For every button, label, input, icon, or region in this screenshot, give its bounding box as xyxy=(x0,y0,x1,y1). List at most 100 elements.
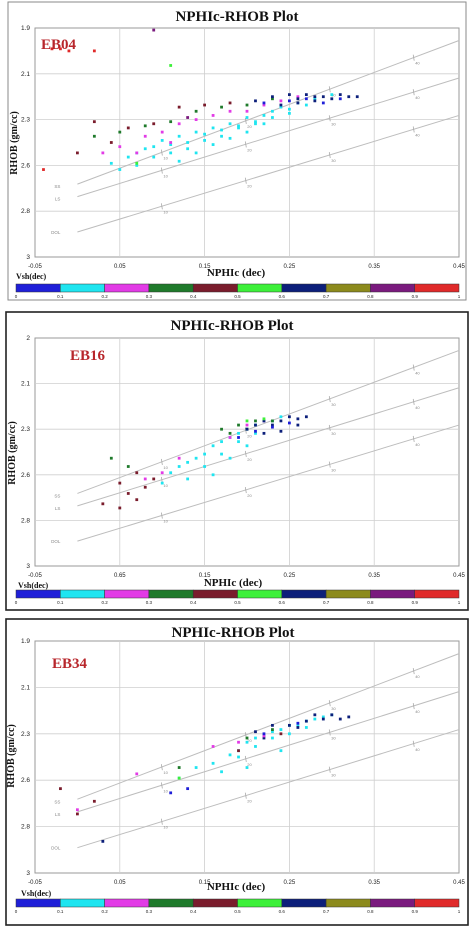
data-point xyxy=(109,161,113,165)
vsh-legend-swatch xyxy=(15,898,61,908)
data-point xyxy=(245,103,249,107)
porosity-tick xyxy=(160,782,163,789)
vsh-legend-tick: 0.5 xyxy=(234,909,241,914)
data-point xyxy=(126,492,130,495)
porosity-tick-label: 30 xyxy=(331,158,336,163)
vsh-legend-swatch xyxy=(237,283,283,293)
data-point xyxy=(237,740,240,744)
data-point xyxy=(254,730,257,734)
data-point xyxy=(169,471,173,475)
data-point xyxy=(237,431,240,435)
data-point xyxy=(42,168,45,171)
y-axis-label: RHOB (gm/cc) xyxy=(6,724,17,788)
vsh-legend-tick: 1 xyxy=(458,294,461,299)
porosity-tick xyxy=(160,458,163,466)
data-point xyxy=(296,417,300,421)
porosity-tick xyxy=(412,435,415,443)
vsh-legend-tick: 0.7 xyxy=(323,600,330,605)
data-point xyxy=(194,118,198,121)
lithology-label: SS xyxy=(54,494,60,499)
vsh-legend-tick: 0.7 xyxy=(323,909,330,914)
porosity-tick-label: 10 xyxy=(163,156,168,161)
data-point xyxy=(271,723,274,727)
data-point xyxy=(126,465,130,468)
y-tick-label: 1.9 xyxy=(21,25,30,32)
data-point xyxy=(279,732,283,736)
data-point xyxy=(279,99,283,103)
porosity-tick-label: 30 xyxy=(331,402,336,407)
data-point xyxy=(271,423,274,427)
data-point xyxy=(254,429,257,433)
y-tick-label: 1.9 xyxy=(21,638,30,645)
porosity-tick xyxy=(244,486,247,494)
data-point xyxy=(126,126,130,130)
data-point xyxy=(211,143,215,146)
data-point xyxy=(186,460,190,464)
y-tick-label: 2.1 xyxy=(21,381,30,388)
vsh-legend-title: Vsh(dec) xyxy=(21,889,52,898)
porosity-tick-label: 30 xyxy=(331,706,336,711)
data-point xyxy=(279,749,283,753)
vsh-legend-swatch xyxy=(192,589,238,599)
data-point xyxy=(143,124,147,128)
lithology-label: LS xyxy=(55,506,61,511)
well-label: EB04 xyxy=(41,37,77,53)
data-point xyxy=(262,732,266,736)
lithology-label: SS xyxy=(54,184,60,189)
data-point xyxy=(135,471,139,475)
vsh-legend-tick: 0.2 xyxy=(101,600,108,605)
vsh-legend-swatch xyxy=(237,898,283,908)
porosity-tick xyxy=(328,115,331,122)
data-point xyxy=(254,99,257,103)
data-point xyxy=(177,159,181,163)
vsh-legend-swatch xyxy=(281,283,327,293)
data-point xyxy=(288,99,291,103)
data-point xyxy=(220,134,223,138)
porosity-tick xyxy=(412,668,415,675)
data-point xyxy=(76,151,79,155)
data-point xyxy=(220,128,223,132)
vsh-legend-swatch xyxy=(15,283,61,293)
porosity-tick xyxy=(412,740,415,747)
vsh-legend-tick: 0.3 xyxy=(146,909,153,914)
data-point xyxy=(313,99,317,103)
data-point xyxy=(228,753,232,757)
y-tick-label: 2.8 xyxy=(21,208,30,215)
y-tick-label: 2.3 xyxy=(21,426,30,433)
porosity-tick xyxy=(412,89,415,96)
data-point xyxy=(177,766,181,769)
data-point xyxy=(245,444,249,448)
x-tick-label: 0.05 xyxy=(114,264,126,270)
data-point xyxy=(262,417,266,421)
data-point xyxy=(67,49,71,53)
porosity-tick-label: 40 xyxy=(415,442,420,447)
porosity-tick-label: 40 xyxy=(415,371,420,376)
data-point xyxy=(245,736,249,740)
y-tick-label: 2.1 xyxy=(21,684,30,691)
vsh-legend-swatch xyxy=(104,589,150,599)
vsh-legend-tick: 0.9 xyxy=(412,294,419,299)
porosity-tick xyxy=(160,203,163,210)
data-point xyxy=(245,109,249,113)
x-tick-label: 0.25 xyxy=(284,880,296,886)
data-point xyxy=(169,120,173,124)
data-point xyxy=(313,713,317,717)
data-point xyxy=(330,93,334,97)
vsh-legend-swatch xyxy=(237,589,283,599)
data-point xyxy=(160,471,164,475)
data-point xyxy=(355,95,359,99)
vsh-legend-swatch xyxy=(104,283,150,293)
porosity-tick xyxy=(160,149,163,156)
series-points xyxy=(101,471,156,510)
data-point xyxy=(304,726,308,729)
vsh-legend-swatch xyxy=(148,589,194,599)
vsh-legend-swatch xyxy=(414,898,460,908)
porosity-tick xyxy=(160,167,163,174)
vsh-legend-tick: 0.3 xyxy=(146,294,153,299)
data-point xyxy=(169,141,173,144)
porosity-tick-label: 20 xyxy=(247,762,252,767)
data-point xyxy=(288,421,291,425)
data-point xyxy=(338,93,342,97)
x-tick-label: 0.25 xyxy=(284,573,296,579)
x-tick-label: 0.45 xyxy=(453,880,465,886)
